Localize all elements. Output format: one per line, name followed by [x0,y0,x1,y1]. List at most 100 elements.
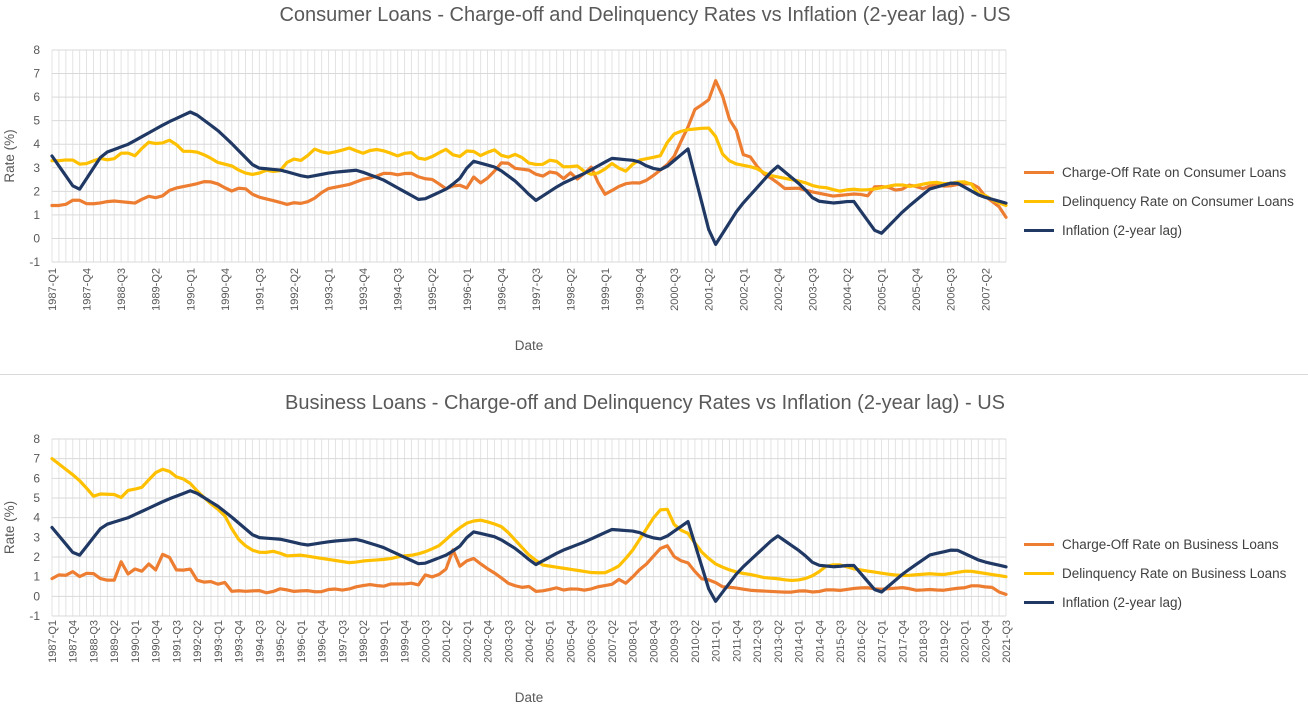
x-tick-label: 1990-Q1 [185,268,197,311]
x-tick-label: 2002-Q4 [483,620,495,663]
x-axis-title: Date [515,690,544,705]
x-tick-label: 1990-Q4 [151,620,163,663]
legend-label: Inflation (2-year lag) [1062,595,1183,610]
chart-title: Consumer Loans - Charge-off and Delinque… [279,4,1011,26]
y-tick-label: 1 [33,208,40,222]
x-tick-label: 2008-Q1 [628,620,640,663]
x-tick-label: 1987-Q4 [82,268,94,311]
x-tick-label: 2009-Q3 [669,620,681,663]
legend-swatch [1024,542,1054,546]
series-line-delinquency [50,126,1008,208]
x-tick-label: 1987-Q4 [68,620,80,663]
y-tick-label: 7 [33,67,40,81]
legend-item-charge-off: Charge-Off Rate on Consumer Loans [1024,164,1294,193]
x-tick-label: 2021-Q3 [1001,620,1013,663]
x-tick-label: 2002-Q1 [462,620,474,663]
x-tick-label: 1991-Q3 [171,620,183,663]
x-tick-label: 1996-Q4 [317,620,329,663]
y-tick-label: 5 [33,491,40,505]
x-tick-label: 2004-Q2 [524,620,536,663]
x-tick-label: 1993-Q1 [213,620,225,663]
x-tick-label: 1992-Q2 [192,620,204,663]
x-tick-label: 1999-Q4 [400,620,412,663]
x-tick-label: 2002-Q4 [773,268,785,311]
legend: Charge-Off Rate on Consumer Loans Delinq… [1024,164,1294,251]
legend-item-inflation: Inflation (2-year lag) [1024,594,1286,623]
legend-item-delinquency: Delinquency Rate on Consumer Loans [1024,193,1294,222]
y-tick-label: 8 [33,432,40,446]
business-loans-chart: Business Loans - Charge-off and Delinque… [0,376,1308,712]
legend-swatch [1024,199,1054,203]
y-tick-label: 6 [33,471,40,485]
x-tick-label: 2001-Q2 [441,620,453,663]
y-tick-label: 0 [33,231,40,245]
legend-label: Inflation (2-year lag) [1062,223,1183,238]
y-tick-label: 4 [33,511,40,525]
legend-swatch [1024,170,1054,174]
x-tick-label: 2003-Q3 [807,268,819,311]
x-tick-label: 1993-Q4 [234,620,246,663]
x-tick-label: 2004-Q2 [842,268,854,311]
y-tick-label: 1 [33,570,40,584]
x-tick-label: 1999-Q1 [379,620,391,663]
x-tick-label: 1988-Q3 [88,620,100,663]
x-tick-label: 2018-Q3 [918,620,930,663]
business-loans-plot: -1 0 1 2 3 4 5 6 7 8 1987-Q1 1987-Q4 1988-Q3 1989-Q2 1… [2,432,1013,705]
x-tick-label: 1996-Q1 [462,268,474,311]
x-tick-label: 2005-Q1 [545,620,557,663]
y-tick-label: 8 [33,43,40,57]
legend-label: Delinquency Rate on Consumer Loans [1062,194,1294,209]
x-tick-label: 1991-Q3 [254,268,266,311]
x-tick-label: 2005-Q4 [911,268,923,311]
x-tick-label: 1990-Q1 [130,620,142,663]
x-tick-label: 2017-Q1 [877,620,889,663]
y-tick-label: 5 [33,114,40,128]
x-axis-title: Date [515,338,544,353]
series-line-inflation [50,489,1008,603]
y-tick-label: 3 [33,530,40,544]
series-line-charge-off [50,79,1008,219]
consumer-loans-chart: Consumer Loans - Charge-off and Delinque… [2,4,1294,353]
x-tick-label: 1999-Q1 [600,268,612,311]
x-tick-label: 2012-Q3 [752,620,764,663]
gridlines [51,49,1007,263]
x-tick-label: 2019-Q2 [939,620,951,663]
x-tick-label: 2011-Q4 [731,620,743,662]
x-tick-label: 1998-Q2 [358,620,370,663]
x-tick-label: 1990-Q4 [220,268,232,311]
consumer-loans-plot: -1 0 1 2 3 4 5 6 7 8 1987-Q1 1987-Q4 1988-Q3 1989-Q2 1… [2,43,1008,353]
y-tick-label: -1 [29,609,40,623]
x-tick-label: 1997-Q3 [337,620,349,663]
gridlines [51,438,1007,617]
legend-swatch [1024,600,1054,604]
x-tick-label: 1992-Q2 [289,268,301,311]
x-tick-label: 1996-Q4 [496,268,508,311]
y-axis-title: Rate (%) [2,129,17,182]
y-tick-label: 2 [33,184,40,198]
x-tick-label: 2014-Q1 [794,620,806,663]
legend-label: Charge-Off Rate on Business Loans [1062,537,1279,552]
x-tick-label: 2016-Q2 [856,620,868,663]
x-tick-label: 2005-Q1 [877,268,889,311]
y-tick-label: 2 [33,550,40,564]
x-tick-label: 1987-Q1 [47,268,59,311]
x-tick-label: 2020-Q4 [980,620,992,663]
legend-item-inflation: Inflation (2-year lag) [1024,222,1294,251]
y-axis-title: Rate (%) [2,501,17,554]
x-tick-label: 1995-Q2 [427,268,439,311]
legend-swatch [1024,228,1054,232]
y-tick-label: 0 [33,589,40,603]
legend-label: Delinquency Rate on Business Loans [1062,566,1287,581]
x-tick-label: 2008-Q4 [648,620,660,663]
x-tick-label: 2005-Q4 [565,620,577,663]
legend-item-delinquency: Delinquency Rate on Business Loans [1024,565,1286,594]
x-tick-label: 1998-Q2 [565,268,577,311]
legend-label: Charge-Off Rate on Consumer Loans [1062,165,1287,180]
x-tick-label: 1987-Q1 [47,620,59,663]
x-tick-label: 2010-Q2 [690,620,702,663]
x-tick-label: 1996-Q1 [296,620,308,663]
x-tick-label: 2000-Q3 [669,268,681,311]
x-tick-label: 2001-Q2 [704,268,716,311]
x-tick-label: 1993-Q1 [324,268,336,311]
x-tick-label: 1989-Q2 [151,268,163,311]
